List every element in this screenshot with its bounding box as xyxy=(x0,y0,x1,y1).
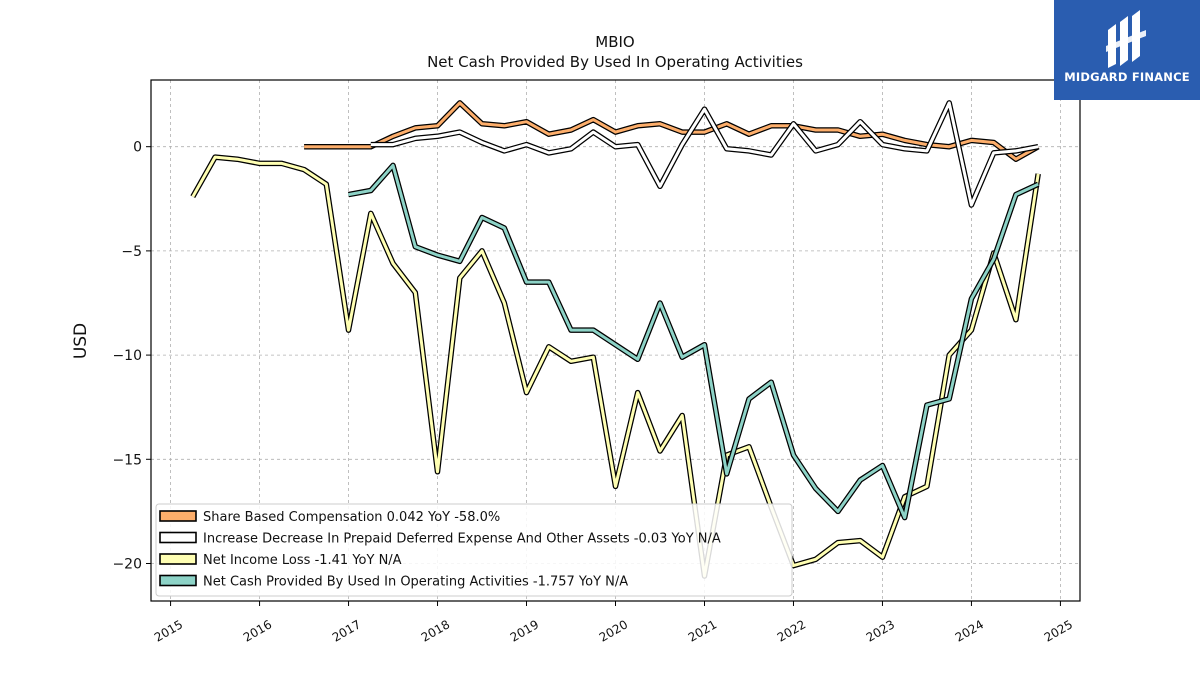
legend-label: Share Based Compensation 0.042 YoY -58.0… xyxy=(203,510,500,525)
x-tick-label: 2024 xyxy=(953,617,986,644)
y-tick-label: −10 xyxy=(112,348,142,364)
series-line xyxy=(370,101,1039,207)
x-tick-label: 2023 xyxy=(864,617,897,644)
legend-swatch xyxy=(159,553,197,565)
y-tick-label: −15 xyxy=(112,452,142,468)
brand-name: MIDGARD FINANCE xyxy=(1064,70,1190,84)
chart-subtitle: Net Cash Provided By Used In Operating A… xyxy=(427,53,803,71)
legend-item: Net Income Loss -1.41 YoY N/A xyxy=(159,553,402,568)
legend-swatch xyxy=(159,574,197,587)
legend-item: Increase Decrease In Prepaid Deferred Ex… xyxy=(159,531,721,547)
brand-logo: MIDGARD FINANCE xyxy=(1054,0,1200,100)
series-net-cash-provided-by-used-in-operating-activities xyxy=(348,162,1040,521)
legend-swatch xyxy=(159,510,197,522)
series-layer xyxy=(190,100,1041,579)
y-axis-label: USD xyxy=(71,323,91,359)
chart-title: MBIO xyxy=(595,33,634,51)
series-line xyxy=(348,163,1039,520)
legend: Share Based Compensation 0.042 YoY -58.0… xyxy=(155,503,793,597)
legend-swatch xyxy=(159,531,197,544)
series-increase-decrease-in-prepaid-deferred-expense-and-other-assets xyxy=(370,100,1039,208)
y-tick-label: 0 xyxy=(133,140,142,156)
y-axis-ticks: 0 −5 −10 −15 −20 xyxy=(112,140,151,572)
x-tick-label: 2021 xyxy=(686,617,719,644)
legend-label: Net Income Loss -1.41 YoY N/A xyxy=(203,553,402,568)
series-share-based-compensation xyxy=(304,100,1040,162)
x-tick-label: 2015 xyxy=(152,617,185,644)
legend-label: Increase Decrease In Prepaid Deferred Ex… xyxy=(203,532,721,547)
x-tick-label: 2016 xyxy=(241,617,274,644)
x-tick-label: 2019 xyxy=(508,617,541,644)
series-net-income-loss xyxy=(190,154,1041,579)
legend-box xyxy=(155,503,793,597)
series-line xyxy=(191,155,1040,578)
midgard-logo-icon xyxy=(1106,10,1146,68)
series-line xyxy=(304,101,1039,161)
x-tick-label: 2017 xyxy=(330,617,363,644)
x-tick-label: 2025 xyxy=(1042,617,1075,644)
x-tick-label: 2022 xyxy=(775,617,808,644)
legend-label: Net Cash Provided By Used In Operating A… xyxy=(203,575,628,590)
y-tick-label: −5 xyxy=(121,244,142,260)
x-axis-ticks: 2015 2016 2017 2018 2019 2020 2021 2022 2023 2024… xyxy=(152,601,1075,645)
y-tick-label: −20 xyxy=(112,556,142,572)
legend-item: Net Cash Provided By Used In Operating A… xyxy=(159,574,628,590)
legend-item: Share Based Compensation 0.042 YoY -58.0… xyxy=(159,510,500,525)
x-tick-label: 2018 xyxy=(419,617,452,644)
x-tick-label: 2020 xyxy=(597,617,630,644)
